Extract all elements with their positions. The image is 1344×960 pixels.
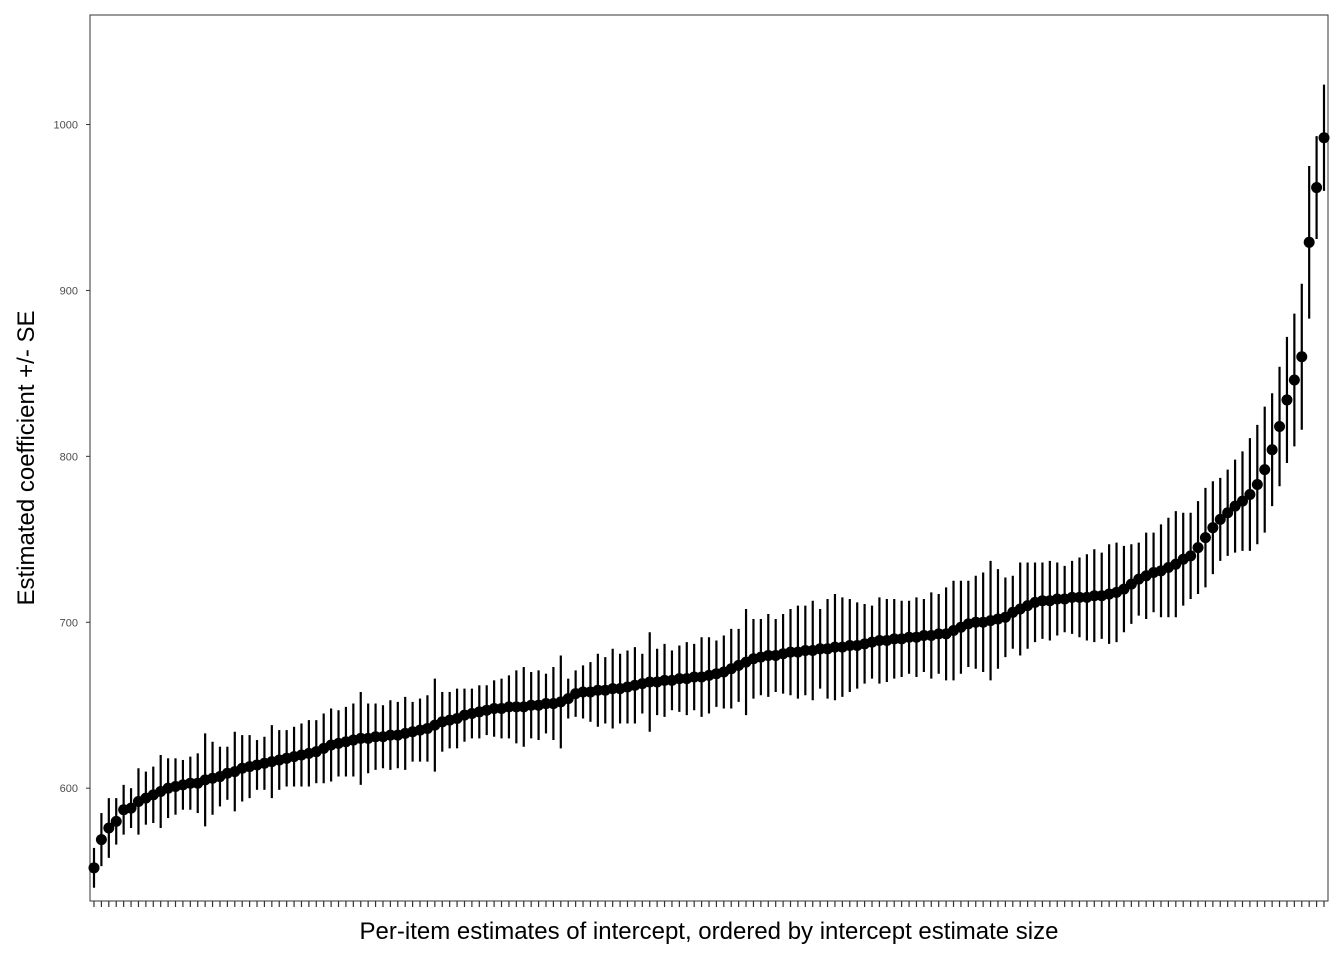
y-tick-label: 700 xyxy=(60,617,78,629)
data-point xyxy=(1311,182,1323,194)
data-point xyxy=(103,822,115,834)
data-point xyxy=(1259,464,1271,476)
data-point xyxy=(1296,351,1308,363)
panel-border xyxy=(89,14,1329,902)
data-point xyxy=(1236,495,1248,507)
y-tick-label: 800 xyxy=(60,451,78,463)
data-point xyxy=(1303,236,1315,248)
data-point xyxy=(1214,513,1226,525)
x-axis-label: Per-item estimates of intercept, ordered… xyxy=(360,918,1059,945)
data-point xyxy=(125,802,137,814)
y-tick-label: 900 xyxy=(60,285,78,297)
data-point xyxy=(1251,479,1263,491)
data-point xyxy=(1244,489,1256,501)
data-point xyxy=(1222,507,1234,519)
y-axis-label: Estimated coefficient +/- SE xyxy=(13,310,40,605)
data-point xyxy=(1192,542,1204,554)
data-point xyxy=(1185,550,1197,562)
data-point xyxy=(110,815,122,827)
data-point xyxy=(1318,132,1330,144)
data-point xyxy=(1281,394,1293,406)
data-point xyxy=(1199,532,1211,544)
data-point xyxy=(1266,444,1278,456)
data-point xyxy=(1288,374,1300,386)
x-axis-ticks xyxy=(93,901,1325,907)
data-point xyxy=(88,862,100,874)
points xyxy=(88,132,1330,874)
data-point xyxy=(1274,420,1286,432)
y-tick-label: 1000 xyxy=(54,120,78,132)
data-point xyxy=(1207,522,1219,534)
data-point xyxy=(95,834,107,846)
y-tick-label: 600 xyxy=(60,783,78,795)
y-axis: 600 700 800 900 1000 xyxy=(54,120,90,795)
